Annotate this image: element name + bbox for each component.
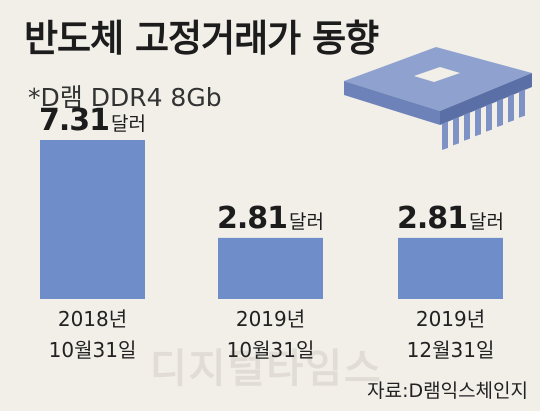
chart-subtitle: *D램 DDR4 8Gb — [28, 83, 222, 112]
category-label: 2018년 — [58, 307, 127, 331]
chip-pin — [486, 103, 492, 132]
category-label: 2019년 — [236, 307, 305, 331]
bar — [218, 237, 323, 299]
chip-pin — [475, 107, 481, 137]
category-label: 2019년 — [416, 307, 485, 331]
chip-pin — [442, 121, 448, 150]
bar-value-label: 2.81 달러 — [217, 201, 324, 236]
chip-pin — [453, 116, 459, 146]
bar-value-label: 2.81 달러 — [397, 201, 504, 236]
bar — [40, 140, 145, 299]
chip-pin — [519, 89, 525, 118]
chip-pin — [508, 93, 514, 123]
bar — [398, 237, 503, 299]
chip-pin — [497, 98, 503, 127]
category-label: 10월31일 — [49, 338, 137, 362]
chart-title: 반도체 고정거래가 동향 — [24, 17, 379, 60]
category-label: 12월31일 — [407, 338, 495, 362]
chip-pin — [464, 112, 470, 141]
watermark: 디지털타임스 — [150, 346, 383, 392]
bar-value-label: 7.31 달러 — [39, 103, 146, 138]
category-label: 10월31일 — [227, 338, 315, 362]
source-note: 자료:D램익스체인지 — [367, 380, 528, 402]
memory-chip-icon — [344, 47, 532, 150]
